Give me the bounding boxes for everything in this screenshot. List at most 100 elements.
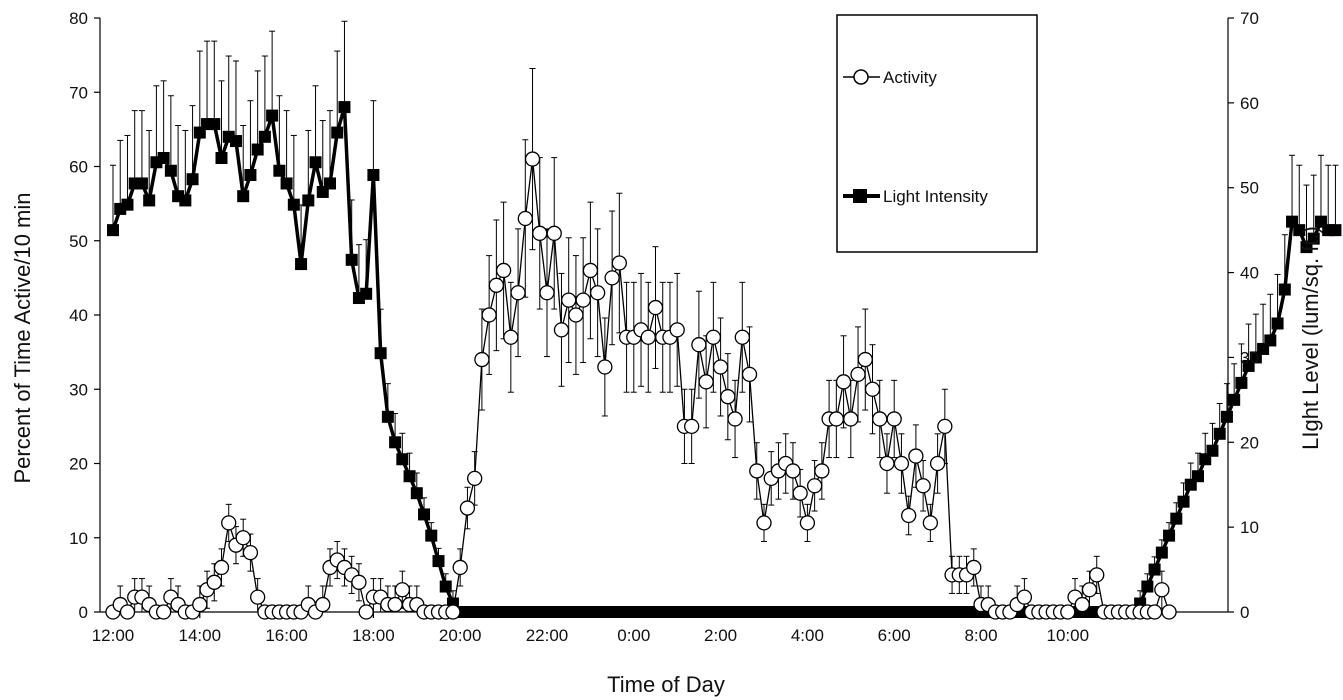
light-intensity-point (164, 164, 177, 177)
activity-point (539, 285, 555, 301)
right-y-tick-label: 10 (1240, 518, 1259, 537)
light-intensity-point (266, 109, 279, 122)
activity-point (872, 411, 888, 427)
activity-point (459, 500, 476, 516)
activity-point (705, 329, 722, 345)
activity-point (315, 596, 331, 613)
light-intensity-point (179, 194, 192, 207)
right-y-tick-label: 70 (1240, 9, 1259, 28)
light-intensity-point (287, 198, 300, 211)
light-intensity-point (1278, 283, 1291, 296)
light-intensity-point (1293, 224, 1306, 237)
light-intensity-point (244, 168, 257, 181)
light-intensity-point (418, 508, 431, 521)
right-y-tick-label: 30 (1240, 348, 1259, 367)
light-intensity-point (258, 130, 271, 143)
activity-point (351, 574, 367, 590)
left-y-tick-label: 20 (69, 455, 88, 474)
light-intensity-point (208, 118, 221, 131)
activity-point (495, 262, 512, 279)
light-intensity-point (367, 168, 380, 181)
light-intensity-point (121, 198, 134, 211)
right-y-tick-label: 20 (1240, 433, 1259, 452)
left-y-tick-label: 60 (69, 158, 88, 177)
legend-box (836, 14, 1038, 253)
activity-point (445, 604, 461, 620)
activity-point (1146, 604, 1163, 620)
light-intensity-point (107, 224, 119, 237)
activity-point (937, 418, 953, 435)
activity-point (575, 292, 591, 308)
activity-point (553, 322, 570, 338)
activity-point (843, 411, 859, 427)
activity-point (929, 455, 946, 472)
activity-point (452, 559, 468, 576)
light-intensity-point (338, 101, 351, 114)
legend-light-marker (853, 189, 867, 203)
activity-point (1081, 582, 1098, 598)
light-intensity-point (251, 143, 264, 156)
x-tick-label: 8:00 (964, 626, 997, 645)
light-intensity-point (229, 135, 242, 148)
activity-point (734, 329, 750, 345)
activity-point (1074, 596, 1090, 613)
activity-point (908, 448, 924, 464)
light-intensity-point (410, 487, 423, 500)
activity-point (741, 366, 758, 383)
activity-point (213, 559, 230, 576)
light-intensity-line (111, 105, 1336, 614)
activity-point (901, 507, 917, 524)
left-y-tick-label: 10 (69, 529, 88, 548)
activity-point (503, 329, 519, 345)
light-intensity-point (1307, 232, 1320, 245)
x-tick-label: 14:00 (179, 626, 222, 645)
x-tick-label: 16:00 (265, 626, 308, 645)
legend-light-label: Light Intensity (883, 187, 988, 206)
light-intensity-point (1177, 495, 1190, 508)
light-intensity-point (396, 453, 409, 466)
activity-point (235, 530, 251, 546)
light-intensity-point (1163, 529, 1176, 542)
activity-point (828, 411, 844, 427)
activity-point (669, 322, 685, 338)
left-y-tick-label: 30 (69, 380, 88, 399)
light-intensity-series (107, 101, 1342, 618)
activity-point (698, 374, 714, 390)
light-intensity-point (1271, 317, 1284, 330)
activity-point (387, 596, 403, 613)
activity-point (206, 574, 222, 590)
activity-point (119, 604, 136, 620)
activity-point (155, 604, 172, 620)
legend: Activity Light Intensity (836, 14, 1038, 253)
light-intensity-point (295, 258, 308, 271)
light-intensity-point (1228, 393, 1241, 406)
activity-point (394, 582, 410, 598)
activity-point (720, 389, 736, 405)
x-tick-label: 4:00 (791, 626, 824, 645)
activity-point (1016, 589, 1033, 605)
activity-point (799, 515, 816, 531)
light-intensity-point (1141, 580, 1154, 593)
right-y-axis-title: LIght Level (lum/sq. ft.) (1298, 226, 1323, 450)
light-intensity-point (381, 410, 394, 423)
activity-point (546, 225, 562, 241)
light-intensity-point (1192, 470, 1204, 483)
light-intensity-point (389, 436, 402, 449)
right-y-tick-label: 0 (1240, 603, 1249, 622)
light-intensity-point (360, 287, 373, 300)
activity-point (749, 463, 765, 479)
light-intensity-point (374, 347, 387, 360)
activity-point (488, 277, 505, 293)
activity-point (532, 225, 548, 241)
activity-point (864, 381, 881, 397)
activity-point (524, 151, 541, 167)
activity-point (510, 285, 526, 301)
activity-point (597, 359, 613, 375)
x-tick-label: 20:00 (439, 626, 482, 645)
x-axis-title: Time of Day (607, 672, 725, 697)
light-intensity-point (1206, 444, 1219, 457)
activity-point (1161, 604, 1177, 620)
activity-point (893, 455, 910, 472)
x-tick-label: 18:00 (352, 626, 395, 645)
